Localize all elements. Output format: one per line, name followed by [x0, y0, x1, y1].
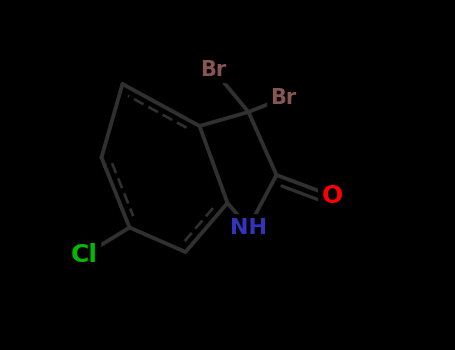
- Text: O: O: [322, 184, 343, 208]
- Text: Cl: Cl: [71, 244, 97, 267]
- Text: Br: Br: [270, 88, 297, 108]
- Text: Br: Br: [200, 60, 227, 80]
- Text: NH: NH: [230, 217, 267, 238]
